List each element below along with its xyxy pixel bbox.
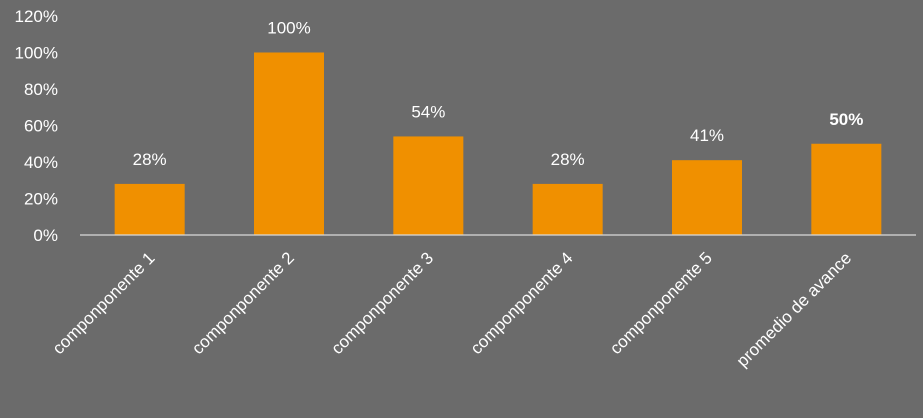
bar bbox=[393, 136, 464, 235]
category-label: componponente 5 bbox=[606, 248, 716, 358]
bar bbox=[532, 183, 603, 235]
data-label: 54% bbox=[411, 102, 445, 121]
data-label: 28% bbox=[133, 150, 167, 169]
bar bbox=[811, 143, 882, 235]
y-tick-label: 20% bbox=[24, 190, 58, 209]
category-label: componponente 2 bbox=[188, 248, 298, 358]
data-label: 28% bbox=[551, 150, 585, 169]
bar bbox=[254, 52, 324, 235]
y-axis-tick-labels: 0% 20% 40% 60% 80% 100% 120% bbox=[15, 7, 58, 245]
bar bbox=[114, 183, 185, 235]
data-label: 50% bbox=[829, 110, 863, 129]
category-label: componponente 3 bbox=[327, 248, 437, 358]
category-label: promedio de avance bbox=[733, 248, 855, 370]
category-labels-group: componponente 1 componponente 2 componpone… bbox=[49, 248, 855, 370]
y-tick-label: 120% bbox=[15, 7, 58, 26]
bar bbox=[672, 160, 742, 235]
data-labels-group: 28% 100% 54% 28% 41% 50% bbox=[133, 19, 864, 169]
data-label: 100% bbox=[267, 19, 310, 38]
y-tick-label: 0% bbox=[33, 226, 58, 245]
category-label: componponente 4 bbox=[467, 248, 577, 358]
y-tick-label: 60% bbox=[24, 117, 58, 136]
y-tick-label: 80% bbox=[24, 80, 58, 99]
y-tick-label: 40% bbox=[24, 153, 58, 172]
bars-group bbox=[114, 52, 882, 235]
data-label: 41% bbox=[690, 126, 724, 145]
y-tick-label: 100% bbox=[15, 44, 58, 63]
category-label: componponente 1 bbox=[49, 248, 159, 358]
